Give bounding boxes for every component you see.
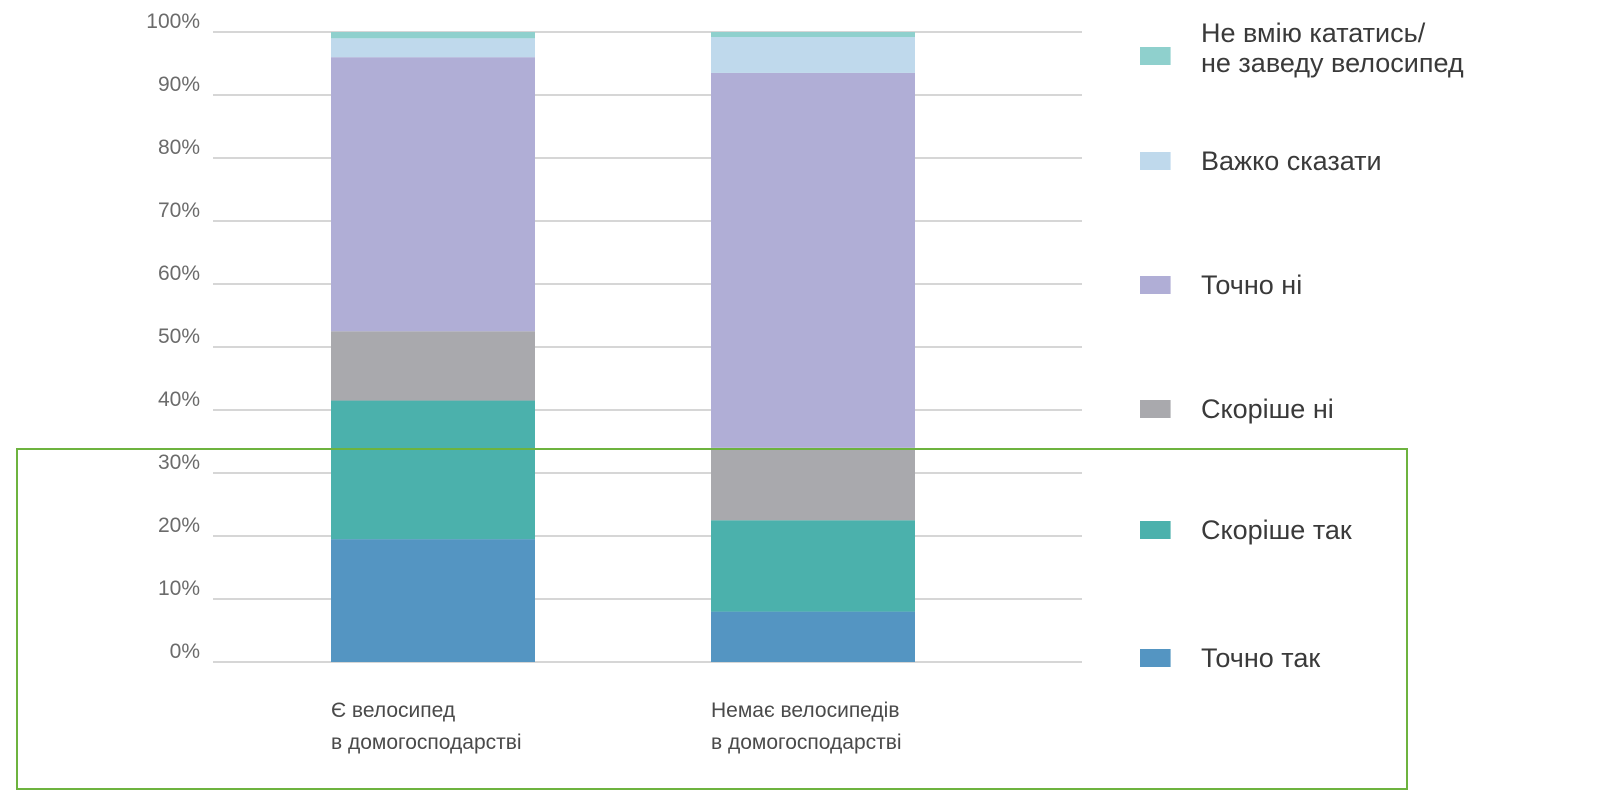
bar-segment <box>331 32 535 39</box>
legend-swatch <box>1140 152 1171 170</box>
y-tick-label: 40% <box>158 388 200 411</box>
legend-label: Скоріше ні <box>1201 394 1334 424</box>
y-tick-label: 80% <box>158 136 200 159</box>
legend-swatch <box>1140 400 1171 418</box>
x-category-label: в домогосподарстві <box>711 731 902 754</box>
y-tick-label: 70% <box>158 199 200 222</box>
bar-segment <box>331 57 535 332</box>
legend-swatch <box>1140 521 1171 539</box>
bar-segment <box>711 447 915 521</box>
legend-label: не заведу велосипед <box>1201 48 1464 78</box>
bar-segment <box>711 37 915 73</box>
bar-segment <box>331 400 535 540</box>
legend-swatch <box>1140 276 1171 294</box>
legend-label: Точно так <box>1201 643 1320 673</box>
bar-segment <box>711 32 915 38</box>
legend-label: Скоріше так <box>1201 515 1352 545</box>
y-tick-label: 30% <box>158 451 200 474</box>
bar-segment <box>711 72 915 448</box>
legend-swatch <box>1140 649 1171 667</box>
x-category-label: Є велосипед <box>331 699 455 722</box>
x-axis-category-labels: Є велосипед в домогосподарстві Немає велос… <box>331 699 902 754</box>
bars <box>331 32 915 662</box>
legend-swatch <box>1140 47 1171 65</box>
y-tick-label: 90% <box>158 73 200 96</box>
y-tick-label: 50% <box>158 325 200 348</box>
y-axis-tick-labels: 0% 10% 20% 30% 40% 50% 60% 70% 80% 90% 100% <box>146 10 200 663</box>
bar-segment <box>331 331 535 401</box>
bar-segment <box>711 611 915 662</box>
y-tick-label: 60% <box>158 262 200 285</box>
highlight-frame <box>16 448 1408 790</box>
y-tick-label: 10% <box>158 577 200 600</box>
y-tick-label: 100% <box>146 10 200 33</box>
bar-segment <box>711 520 915 612</box>
legend-label: Важко сказати <box>1201 146 1382 176</box>
y-tick-label: 0% <box>170 640 200 663</box>
x-category-label: в домогосподарстві <box>331 731 522 754</box>
legend-label: Не вмію кататись/ <box>1201 18 1426 48</box>
y-tick-label: 20% <box>158 514 200 537</box>
bar-segment <box>331 539 535 662</box>
legend: Точно так Скоріше так Скоріше ні Точно ні Ва… <box>1140 18 1464 673</box>
legend-label: Точно ні <box>1201 270 1302 300</box>
bar-segment <box>331 38 535 58</box>
x-category-label: Немає велосипедів <box>711 699 899 722</box>
